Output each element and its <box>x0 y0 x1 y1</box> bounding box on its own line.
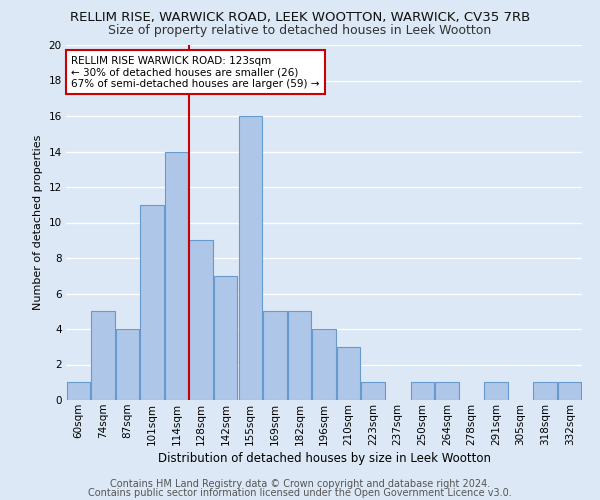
Text: RELLIM RISE WARWICK ROAD: 123sqm
← 30% of detached houses are smaller (26)
67% o: RELLIM RISE WARWICK ROAD: 123sqm ← 30% o… <box>71 56 320 89</box>
Bar <box>140 205 164 400</box>
Bar <box>91 311 115 400</box>
Bar <box>558 382 581 400</box>
X-axis label: Distribution of detached houses by size in Leek Wootton: Distribution of detached houses by size … <box>157 452 491 465</box>
Bar <box>288 311 311 400</box>
Bar <box>214 276 238 400</box>
Text: Contains public sector information licensed under the Open Government Licence v3: Contains public sector information licen… <box>88 488 512 498</box>
Bar <box>533 382 557 400</box>
Text: RELLIM RISE, WARWICK ROAD, LEEK WOOTTON, WARWICK, CV35 7RB: RELLIM RISE, WARWICK ROAD, LEEK WOOTTON,… <box>70 11 530 24</box>
Text: Contains HM Land Registry data © Crown copyright and database right 2024.: Contains HM Land Registry data © Crown c… <box>110 479 490 489</box>
Y-axis label: Number of detached properties: Number of detached properties <box>33 135 43 310</box>
Bar <box>190 240 213 400</box>
Bar <box>165 152 188 400</box>
Bar <box>263 311 287 400</box>
Bar <box>484 382 508 400</box>
Bar <box>361 382 385 400</box>
Bar <box>116 329 139 400</box>
Bar <box>410 382 434 400</box>
Bar <box>67 382 90 400</box>
Bar <box>313 329 335 400</box>
Bar <box>239 116 262 400</box>
Text: Size of property relative to detached houses in Leek Wootton: Size of property relative to detached ho… <box>109 24 491 37</box>
Bar <box>435 382 458 400</box>
Bar <box>337 347 360 400</box>
